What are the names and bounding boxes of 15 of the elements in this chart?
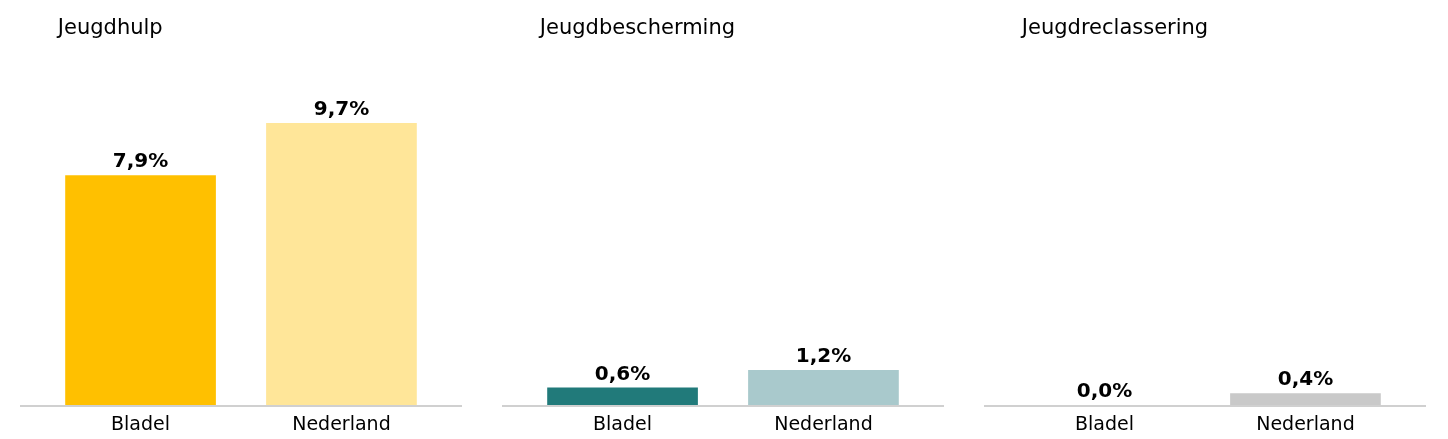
data-label: 0,4% bbox=[1277, 366, 1334, 391]
data-label: 0,6% bbox=[594, 360, 651, 385]
x-tick-label: Nederland bbox=[292, 411, 391, 434]
chart-title: Jeugdreclassering bbox=[1019, 15, 1209, 40]
x-tick-label: Bladel bbox=[1075, 411, 1135, 434]
chart-title: Jeugdhulp bbox=[55, 15, 163, 40]
x-tick-label: Nederland bbox=[1256, 411, 1355, 434]
data-label: 9,7% bbox=[313, 95, 370, 120]
data-label: 1,2% bbox=[795, 343, 852, 368]
x-tick-label: Nederland bbox=[774, 411, 873, 434]
data-label: 7,9% bbox=[112, 148, 169, 173]
x-tick-label: Bladel bbox=[111, 411, 171, 434]
chart-title: Jeugdbescherming bbox=[537, 15, 736, 40]
x-tick-label: Bladel bbox=[593, 411, 653, 434]
data-label: 0,0% bbox=[1076, 378, 1133, 402]
